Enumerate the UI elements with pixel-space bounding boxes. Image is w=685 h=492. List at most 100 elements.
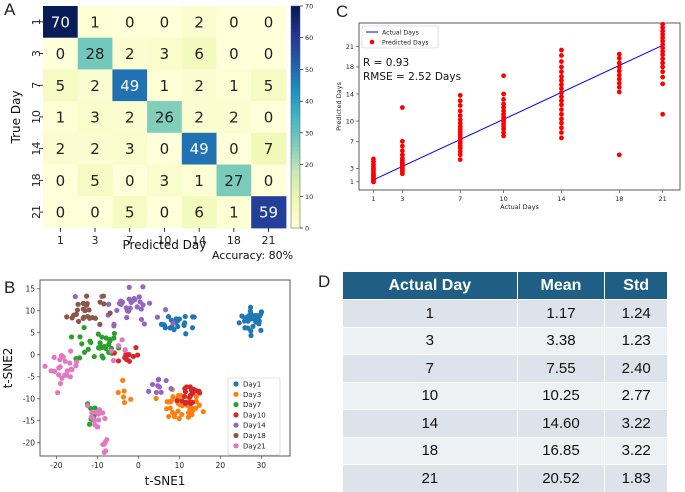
tsne-point: [106, 301, 112, 307]
heatmap-cell: [181, 69, 217, 102]
prediction-point: [457, 120, 463, 126]
prediction-point: [399, 152, 405, 158]
table-cell: 3: [343, 326, 518, 355]
tsne-point: [181, 393, 188, 400]
tsne-point: [246, 313, 252, 319]
table-cell: 3.38: [517, 326, 606, 355]
table-header-cell: Std: [604, 272, 667, 300]
tsne-point: [176, 415, 182, 422]
legend-box: [361, 25, 439, 49]
colorbar-segment: [291, 28, 300, 33]
legend-swatch: [233, 432, 239, 439]
tsne-point: [168, 385, 174, 392]
tsne-point: [126, 284, 132, 290]
prediction-point: [616, 60, 622, 66]
prediction-point: [559, 59, 564, 64]
tsne-point: [153, 395, 159, 402]
x-tick-label: 3: [400, 195, 404, 203]
tsne-point: [73, 359, 80, 365]
prediction-point: [501, 108, 506, 114]
tsne-point: [76, 318, 82, 324]
tsne-point: [99, 344, 105, 351]
r-annotation: R = 0.93: [363, 57, 409, 69]
tsne-point: [183, 384, 190, 390]
y-tick-label: -10: [23, 394, 35, 403]
y-tick-label: 7: [350, 138, 354, 146]
tsne-point: [165, 314, 172, 320]
tsne-point: [138, 316, 145, 323]
prediction-point: [660, 21, 666, 27]
prediction-point: [457, 152, 463, 158]
tsne-point: [118, 298, 124, 304]
heatmap-cell: [112, 37, 148, 70]
heatmap-cell: [112, 69, 148, 102]
table-cell: 16.85: [517, 436, 606, 465]
tsne-point: [242, 325, 248, 331]
x-tick-label: 18: [615, 195, 623, 203]
tsne-point: [80, 315, 86, 321]
heatmap-value: 0: [90, 204, 100, 222]
heatmap-cell: [251, 101, 287, 134]
x-tick-label: 30: [257, 461, 267, 470]
tsne-point: [91, 353, 97, 360]
tsne-point: [88, 339, 94, 346]
y-tick-label: 3: [350, 165, 354, 173]
heatmap-value: 0: [125, 13, 135, 31]
tsne-point: [57, 380, 64, 387]
heatmap-cell: [43, 69, 79, 102]
tsne-point: [170, 320, 176, 326]
legend-entry: Day3: [243, 391, 261, 399]
tsne-point: [174, 397, 180, 404]
prediction-point: [399, 138, 405, 144]
tsne-point: [57, 357, 63, 363]
heatmap-cell: [112, 6, 148, 39]
table-cell: 18: [343, 436, 518, 465]
x-tick-label: 7: [458, 195, 462, 203]
tsne-point: [128, 396, 134, 402]
x-axis-title: Actual Days: [500, 203, 539, 211]
tsne-point: [84, 293, 90, 299]
panel-label-d: D: [318, 272, 331, 291]
colorbar-tick-label: 40: [305, 98, 313, 106]
colorbar-segment: [291, 94, 300, 100]
x-tick-label: -10: [91, 461, 103, 470]
table-cell: 1.17: [517, 299, 606, 327]
table-cell: 14: [343, 409, 518, 437]
accuracy-label: Accuracy: 80%: [212, 249, 294, 262]
tsne-point: [171, 414, 178, 420]
tsne-point: [140, 284, 146, 290]
colorbar-segment: [291, 150, 300, 155]
prediction-point: [660, 52, 666, 58]
colorbar-segment: [291, 9, 300, 14]
heatmap-cell: [251, 196, 287, 229]
prediction-point: [660, 69, 666, 75]
prediction-point: [457, 92, 463, 98]
colorbar-border: [290, 5, 301, 229]
prediction-point: [559, 98, 564, 104]
legend-swatch: [233, 443, 239, 449]
heatmap-cell: [181, 196, 217, 229]
table-cell: 10: [343, 381, 518, 410]
tsne-point: [99, 353, 105, 359]
colorbar-segment: [291, 87, 300, 92]
y-tick-label: 15: [25, 284, 35, 293]
tsne-point: [166, 413, 172, 420]
prediction-point: [501, 73, 506, 79]
tsne-point: [163, 307, 169, 313]
colorbar-segment: [291, 139, 300, 144]
tsne-point: [181, 322, 187, 328]
tsne-point: [190, 407, 196, 413]
tsne-point: [85, 346, 91, 352]
tsne-point: [188, 400, 194, 407]
heatmap-cell: [251, 37, 287, 70]
tsne-point: [81, 349, 88, 355]
legend-entry: Predicted Days: [382, 39, 428, 46]
tsne-point: [124, 314, 130, 321]
colorbar-segment: [291, 165, 300, 170]
colorbar-segment: [291, 6, 300, 11]
heatmap-cell: [147, 164, 183, 197]
y-tick-label: 10: [25, 306, 35, 315]
tsne-point: [69, 315, 75, 321]
x-tick-label: 10: [157, 234, 171, 247]
heatmap-cell: [43, 37, 79, 70]
